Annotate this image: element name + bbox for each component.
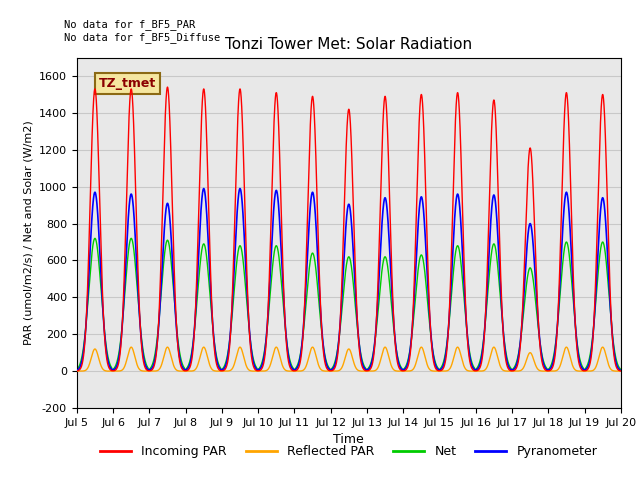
- Title: Tonzi Tower Met: Solar Radiation: Tonzi Tower Met: Solar Radiation: [225, 37, 472, 52]
- Text: No data for f_BF5_PAR
No data for f_BF5_Diffuse: No data for f_BF5_PAR No data for f_BF5_…: [64, 19, 220, 43]
- Legend: Incoming PAR, Reflected PAR, Net, Pyranometer: Incoming PAR, Reflected PAR, Net, Pyrano…: [95, 440, 602, 463]
- X-axis label: Time: Time: [333, 433, 364, 446]
- Y-axis label: PAR (umol/m2/s) / Net and Solar (W/m2): PAR (umol/m2/s) / Net and Solar (W/m2): [24, 120, 33, 345]
- Text: TZ_tmet: TZ_tmet: [99, 77, 156, 90]
